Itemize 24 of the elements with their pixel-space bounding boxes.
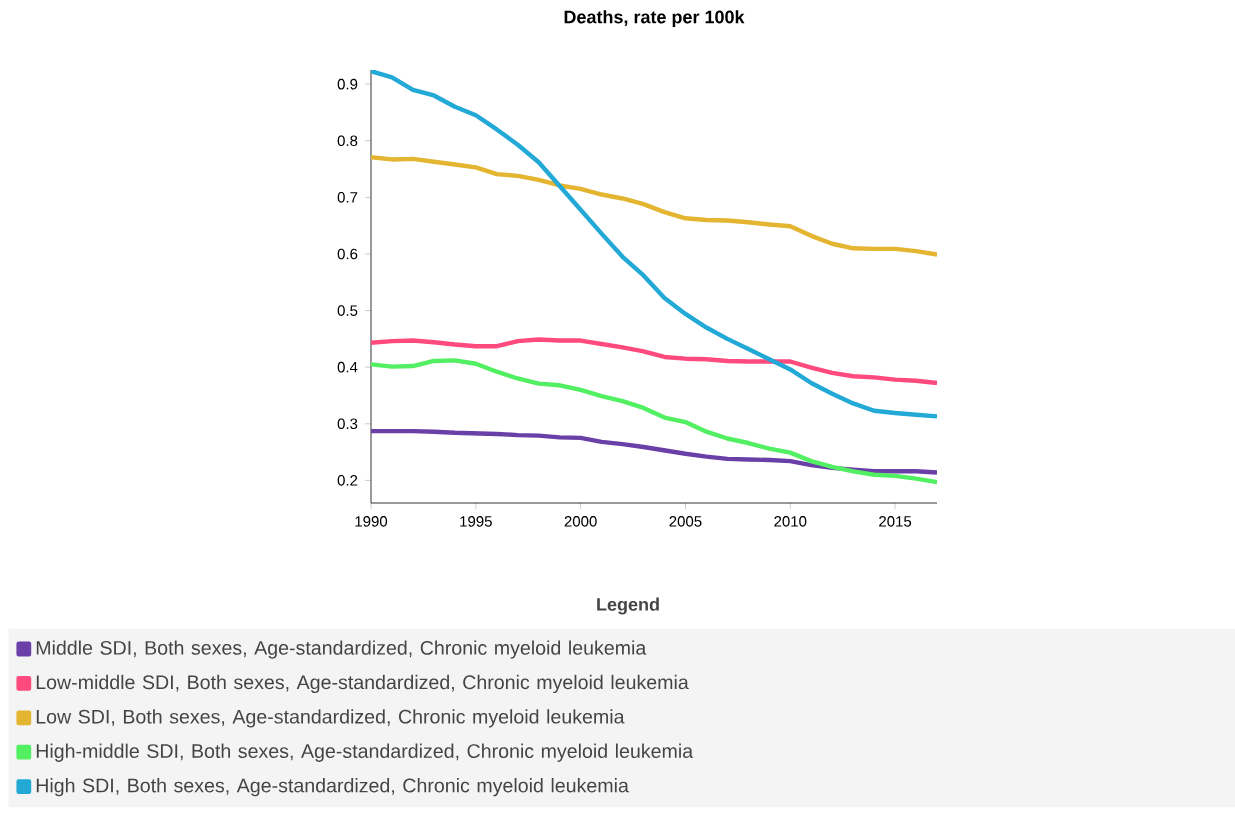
y-tick-label: 0.5 (337, 305, 358, 316)
x-tick-label: 1995 (460, 516, 492, 527)
x-tick-label: 2005 (669, 516, 702, 527)
y-tick-label: 0.7 (337, 192, 358, 203)
x-tick-label: 2015 (879, 516, 912, 527)
y-tick-label: 0.3 (337, 418, 358, 430)
legend-label: High-middle SDI, Both sexes, Age-standardized, Chronic myeloid leukemia (36, 743, 694, 762)
legend-title: Legend (597, 597, 659, 615)
legend-label: Low SDI, Both sexes, Age-standardized, Chronic myeloid leukemia (36, 709, 625, 728)
line-series (371, 358, 937, 485)
chart-title: Deaths, rate per 100k (564, 10, 745, 27)
legend-label: High SDI, Both sexes, Age-standardized, Chronic myeloid leukemia (36, 778, 629, 797)
x-tick-label: 2000 (564, 516, 597, 527)
line-series (371, 154, 937, 257)
y-tick-label: 0.6 (337, 248, 358, 260)
x-tick-label: 1990 (355, 516, 388, 527)
x-tick-label: 2010 (774, 516, 807, 527)
y-tick-label: 0.2 (337, 475, 358, 486)
y-tick-label: 0.8 (337, 135, 358, 147)
line-series (371, 70, 937, 419)
legend-label: Middle SDI, Both sexes, Age-standardized, Chronic myeloid leukemia (36, 640, 647, 659)
y-tick-label: 0.9 (337, 78, 358, 90)
legend-label: Low-middle SDI, Both sexes, Age-standardized, Chronic myeloid leukemia (36, 674, 689, 694)
y-tick-label: 0.4 (337, 361, 358, 373)
